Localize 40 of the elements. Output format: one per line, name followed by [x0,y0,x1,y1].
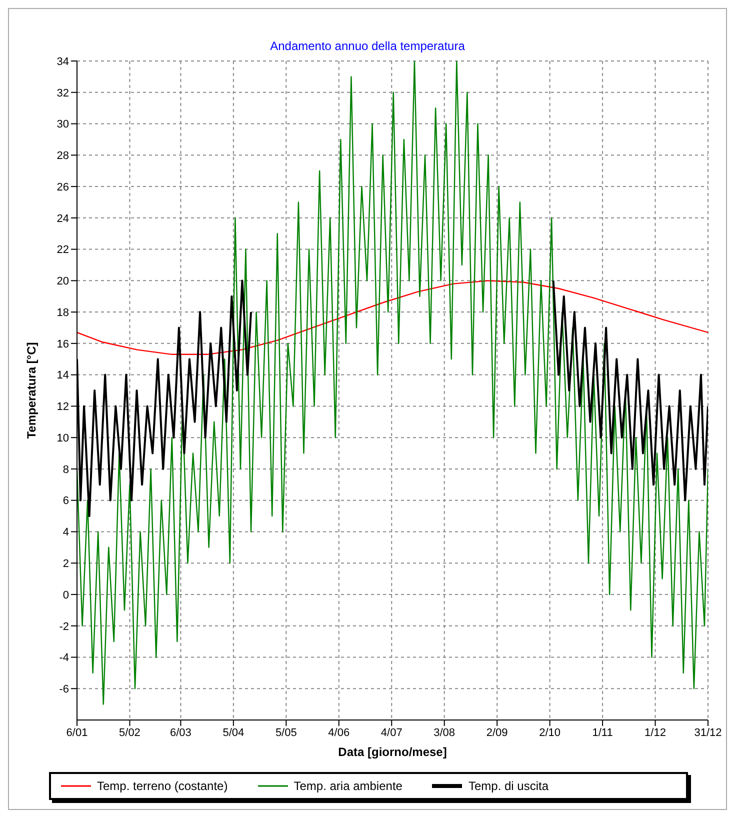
y-tick-label: 26 [56,181,69,194]
x-tick-label: 5/05 [275,726,297,739]
y-tick-label: 18 [56,306,69,319]
x-tick-label: 1/12 [644,726,666,739]
y-axis-title: Temperatura [°C] [24,342,38,439]
x-tick-label: 1/11 [592,726,613,739]
y-tick-label: 32 [56,87,69,100]
x-tick-label: 6/01 [66,726,88,739]
y-tick-label: 12 [56,401,69,414]
y-tick-label: -2 [59,620,69,633]
y-tick-label: 8 [62,464,69,476]
y-tick-label: -6 [59,684,69,696]
legend-label: Temp. terreno (costante) [97,779,228,793]
y-tick-label: 2 [62,558,69,570]
y-tick-label: 20 [56,276,69,288]
y-tick-label: 30 [56,118,69,131]
y-tick-label: 28 [56,150,69,162]
y-tick-label: 4 [62,526,69,539]
x-tick-label: 2/09 [486,726,508,739]
y-tick-label: -4 [59,652,69,664]
x-tick-label: 4/07 [380,726,402,739]
y-tick-label: 24 [56,212,69,225]
x-tick-label: 31/12 [694,726,722,739]
y-tick-label: 14 [56,370,69,382]
legend-label: Temp. di uscita [468,779,549,793]
x-tick-label: 2/10 [539,726,561,739]
x-tick-label: 5/02 [119,726,140,739]
y-tick-label: 22 [56,244,69,256]
x-axis-title: Data [giorno/mese] [338,745,447,759]
x-tick-label: 4/06 [328,726,350,739]
legend-label: Temp. aria ambiente [294,779,402,793]
y-tick-label: 16 [56,338,69,350]
y-tick-label: 6 [62,495,69,508]
y-tick-label: 10 [56,432,69,444]
chart-title: Andamento annuo della temperatura [269,38,466,53]
x-tick-label: 5/04 [222,726,244,739]
y-tick-label: 34 [56,56,69,68]
y-tick-label: 0 [62,589,69,602]
x-tick-label: 3/08 [434,726,456,739]
x-tick-label: 6/03 [170,726,192,739]
